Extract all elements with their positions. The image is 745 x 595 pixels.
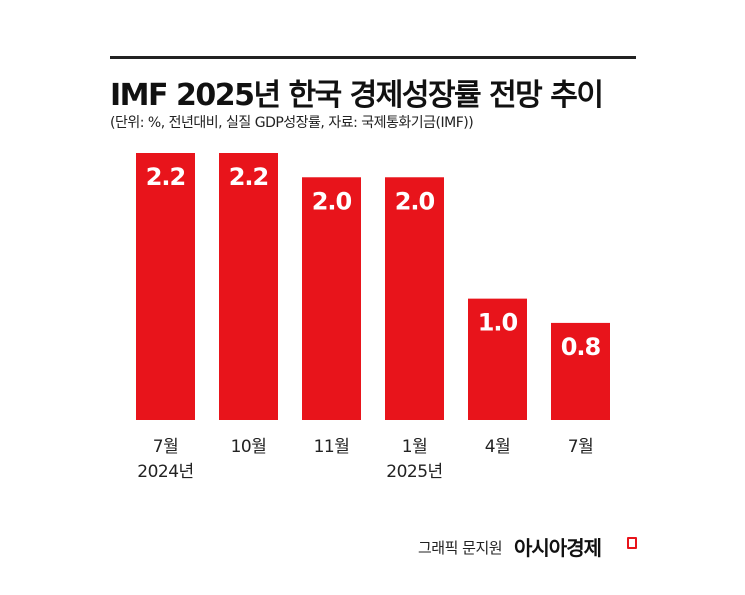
bar-value-label: 2.2: [146, 163, 186, 191]
bar-1: [136, 153, 195, 420]
x-tick-year-label: 2024년: [137, 462, 193, 482]
bar-value-label: 1.0: [478, 309, 518, 337]
x-tick-label: 7월: [568, 437, 593, 457]
bar-value-label: 0.8: [561, 333, 601, 361]
x-tick-label: 7월: [153, 437, 178, 457]
bar-value-label: 2.0: [312, 187, 352, 215]
bar-5: [468, 298, 527, 420]
brand-mark-icon: [627, 537, 637, 549]
chart-subtitle: (단위: %, 전년대비, 실질 GDP성장률, 자료: 국제통화기금(IMF)…: [110, 115, 474, 131]
bar-2: [219, 153, 278, 420]
bar-4: [385, 177, 444, 420]
bar-6: [551, 322, 610, 420]
bar-value-label: 2.2: [229, 163, 269, 191]
graphic-credit: 그래픽 문지원: [418, 539, 503, 557]
x-tick-year-label: 2025년: [386, 462, 442, 482]
chart-title: IMF 2025년 한국 경제성장률 전망 추이: [110, 78, 604, 113]
bar-value-label: 2.0: [395, 187, 435, 215]
bar-3: [302, 177, 361, 420]
x-tick-label: 10월: [231, 437, 267, 457]
title-rule: [110, 56, 636, 59]
x-tick-label: 1월: [402, 437, 427, 457]
brand-logo-text: 아시아경제: [514, 536, 602, 560]
x-tick-label: 4월: [485, 437, 510, 457]
x-tick-label: 11월: [314, 437, 350, 457]
